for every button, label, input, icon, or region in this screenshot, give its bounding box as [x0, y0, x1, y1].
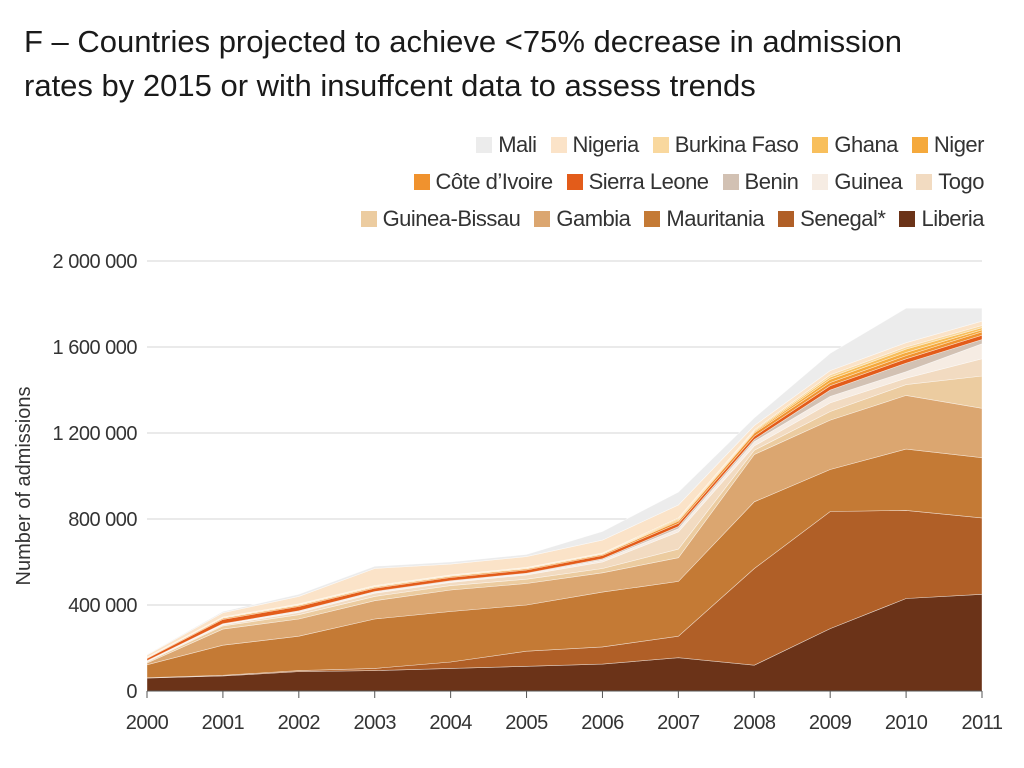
legend-label: Niger [933, 131, 985, 157]
x-tick-label: 2006 [581, 712, 624, 734]
legend-swatch [413, 173, 430, 190]
legend-swatch [566, 173, 583, 190]
legend-item-guinea-bissau: Guinea-Bissau [360, 205, 521, 232]
y-tick-label: 0 [126, 681, 137, 703]
x-tick-label: 2005 [505, 712, 548, 734]
chart-title-line-1: F – Countries projected to achieve <75% … [24, 24, 902, 59]
legend-row: Mali Nigeria Burkina Faso Ghana Niger [284, 126, 985, 163]
legend-row: Côte d’Ivoire Sierra Leone Benin Guinea Togo [284, 163, 984, 200]
legend-item-ghana: Ghana [812, 132, 898, 158]
legend-item-guinea: Guinea [812, 168, 903, 195]
legend-swatch [778, 210, 795, 227]
y-axis-ticks: 0 400 000 800 000 1 200 000 1 600 000 2 000 0… [53, 251, 138, 703]
x-tick-label: 2008 [733, 712, 776, 734]
legend-swatch [812, 136, 829, 153]
legend-label: Nigeria [572, 131, 640, 157]
legend-item-sierra-leone: Sierra Leone [566, 168, 709, 195]
area-mali [146, 308, 983, 656]
legend-swatch [550, 136, 567, 153]
legend-swatch [534, 210, 551, 227]
chart-title-line-2: rates by 2015 or with insuffcent data to… [24, 68, 756, 103]
legend-item-senegal: Senegal* [778, 205, 886, 232]
x-tick-label: 2003 [353, 712, 396, 734]
legend-item-mali: Mali [476, 131, 537, 158]
x-tick-label: 2000 [126, 712, 169, 734]
x-tick-label: 2001 [202, 712, 245, 734]
legend-item-benin: Benin [722, 168, 799, 195]
legend-label: Guinea-Bissau [382, 205, 521, 231]
x-tick-label: 2010 [885, 712, 928, 734]
legend-item-niger: Niger [911, 131, 985, 158]
legend-swatch [644, 210, 661, 227]
legend-item-mauritania: Mauritania [644, 205, 765, 232]
legend-label: Guinea [834, 168, 903, 194]
legend-label: Côte d’Ivoire [435, 168, 554, 194]
legend-swatch [652, 136, 669, 153]
y-tick-label: 2 000 000 [53, 251, 138, 273]
x-tick-label: 2004 [429, 712, 472, 734]
y-tick-label: 800 000 [68, 509, 137, 531]
legend-swatch [899, 210, 916, 227]
x-tick-label: 2011 [961, 712, 1002, 734]
legend-label: Benin [744, 168, 799, 194]
chart-title: F – Countries projected to achieve <75% … [24, 20, 1004, 108]
x-tick-label: 2002 [278, 712, 321, 734]
legend: Mali Nigeria Burkina Faso Ghana Niger Côte d’… [284, 126, 985, 237]
area-series [146, 308, 983, 692]
legend-label: Gambia [556, 205, 631, 231]
x-tick-label: 2007 [657, 712, 700, 734]
legend-item-burkina-faso: Burkina Faso [652, 131, 799, 158]
legend-label: Senegal* [800, 205, 886, 231]
legend-swatch [360, 210, 377, 227]
legend-label: Burkina Faso [674, 131, 799, 157]
y-tick-label: 1 200 000 [53, 423, 138, 445]
legend-label: Mauritania [666, 205, 765, 231]
legend-swatch [812, 173, 829, 190]
y-axis-label: Number of admissions [13, 387, 35, 586]
legend-swatch [722, 173, 739, 190]
legend-swatch [911, 136, 928, 153]
y-tick-label: 400 000 [68, 595, 137, 617]
legend-label: Mali [498, 131, 537, 157]
legend-item-togo: Togo [916, 169, 984, 195]
legend-item-liberia: Liberia [899, 206, 984, 232]
x-axis-ticks: 2000 2001 2002 2003 2004 2005 2006 2007 2008 2009… [126, 691, 1003, 734]
legend-label: Togo [938, 168, 984, 194]
legend-item-c-te-d-ivoire: Côte d’Ivoire [413, 168, 554, 195]
legend-label: Ghana [834, 131, 898, 157]
x-tick-label: 2009 [809, 712, 852, 734]
legend-label: Liberia [921, 205, 984, 231]
legend-row: Guinea-Bissau Gambia Mauritania Senegal* Lib… [284, 200, 984, 237]
legend-label: Sierra Leone [588, 168, 709, 194]
legend-swatch [476, 136, 493, 153]
legend-swatch [916, 173, 933, 190]
legend-item-gambia: Gambia [534, 205, 631, 232]
legend-item-nigeria: Nigeria [550, 131, 640, 158]
y-tick-label: 1 600 000 [53, 337, 138, 359]
